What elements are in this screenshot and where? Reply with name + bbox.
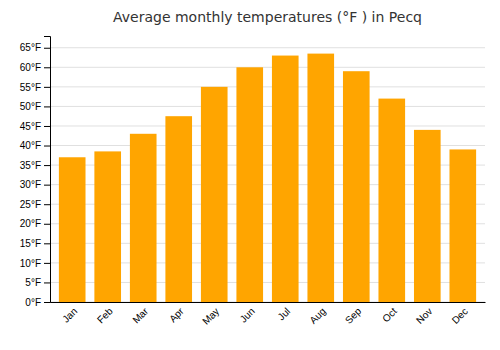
tick: Feb — [95, 305, 115, 325]
tick-label: 20°F — [20, 218, 41, 229]
tick-label: 40°F — [20, 140, 41, 151]
tick-mark — [44, 224, 50, 225]
grid-line — [50, 47, 485, 48]
tick-mark — [44, 302, 50, 303]
bar — [94, 151, 121, 302]
bar — [165, 116, 192, 302]
plot: 0°F 5°F 10°F 15°F 20°F 25°F 30°F 35°F 40°F 45°F 50… — [20, 37, 486, 327]
tick: 40°F — [20, 140, 50, 151]
bar — [343, 71, 370, 302]
tick-label: Jan — [60, 306, 79, 325]
tick-label: 45°F — [20, 121, 41, 132]
x-axis: Jan Feb Mar Apr May Jun Jul Aug Sep Oct Nov Dec — [51, 303, 486, 327]
tick: Nov — [414, 306, 434, 326]
bar — [201, 87, 228, 302]
tick: 45°F — [20, 121, 50, 132]
tick-label: May — [200, 306, 221, 327]
tick: 35°F — [20, 160, 50, 171]
tick-label: Mar — [130, 305, 150, 325]
tick: Mar — [130, 305, 150, 325]
tick: 50°F — [20, 101, 50, 112]
grid-line — [50, 86, 485, 87]
grid-line — [50, 106, 485, 107]
tick-mark — [44, 263, 50, 264]
bar — [272, 56, 299, 302]
tick-label: 30°F — [20, 179, 41, 190]
tick-label: 60°F — [20, 62, 41, 73]
tick: Aug — [307, 306, 327, 326]
bars — [59, 54, 476, 302]
tick: Jun — [238, 306, 257, 325]
tick-label: 25°F — [20, 199, 41, 210]
tick-label: Jun — [238, 306, 257, 325]
grid-line — [50, 67, 485, 68]
tick-mark — [44, 106, 50, 107]
tick: Sep — [343, 305, 364, 326]
bar — [236, 67, 263, 302]
tick-label: Apr — [167, 305, 186, 324]
bar — [414, 130, 441, 302]
tick-label: 65°F — [20, 42, 41, 53]
tick: 10°F — [20, 258, 50, 269]
axis-line — [51, 302, 486, 303]
grid — [50, 48, 485, 302]
tick: 30°F — [20, 179, 50, 190]
tick-label: 15°F — [20, 238, 41, 249]
tick-mark — [44, 146, 50, 147]
tick-label: Nov — [414, 306, 434, 326]
tick-label: 50°F — [20, 101, 41, 112]
chart: 0°F 5°F 10°F 15°F 20°F 25°F 30°F 35°F 40°F 45°F 50… — [0, 0, 500, 350]
tick: May — [200, 306, 221, 327]
title: Average monthly temperatures (°F ) in Pe… — [113, 9, 422, 25]
tick-label: Aug — [307, 306, 327, 326]
tick-mark — [44, 87, 50, 88]
tick-label: Sep — [343, 305, 364, 326]
tick: Jul — [275, 306, 292, 323]
tick: 55°F — [20, 82, 50, 93]
tick-label: 35°F — [20, 160, 41, 171]
tick: 60°F — [20, 62, 50, 73]
tick-label: Feb — [95, 305, 115, 325]
bar — [307, 54, 334, 302]
tick: Jan — [60, 306, 79, 325]
tick: 0°F — [25, 297, 50, 308]
tick-label: 5°F — [25, 277, 41, 288]
tick: Apr — [167, 305, 186, 324]
tick-mark — [44, 185, 50, 186]
tick-label: 55°F — [20, 82, 41, 93]
tick: 65°F — [20, 42, 50, 53]
axis-line — [44, 37, 51, 303]
tick-label: 10°F — [20, 258, 41, 269]
tick-mark — [44, 282, 50, 283]
tick-label: Jul — [275, 306, 292, 323]
tick: 20°F — [20, 218, 50, 229]
tick-label: Oct — [380, 305, 399, 324]
bar — [59, 157, 86, 302]
tick: 5°F — [25, 277, 50, 288]
tick-mark — [44, 126, 50, 127]
tick: Dec — [450, 306, 470, 326]
tick-mark — [44, 165, 50, 166]
tick-label: 0°F — [25, 297, 41, 308]
tick: Oct — [380, 305, 399, 324]
bar — [130, 134, 157, 302]
y-axis: 0°F 5°F 10°F 15°F 20°F 25°F 30°F 35°F 40°F 45°F 50… — [20, 37, 51, 308]
bar — [449, 149, 476, 302]
tick-label: Dec — [450, 306, 470, 326]
tick-mark — [44, 204, 50, 205]
bar — [378, 99, 405, 302]
tick: 15°F — [20, 238, 50, 249]
tick-mark — [44, 48, 50, 49]
grid-line — [50, 125, 485, 126]
tick: 25°F — [20, 199, 50, 210]
tick-mark — [44, 67, 50, 68]
tick-mark — [44, 243, 50, 244]
